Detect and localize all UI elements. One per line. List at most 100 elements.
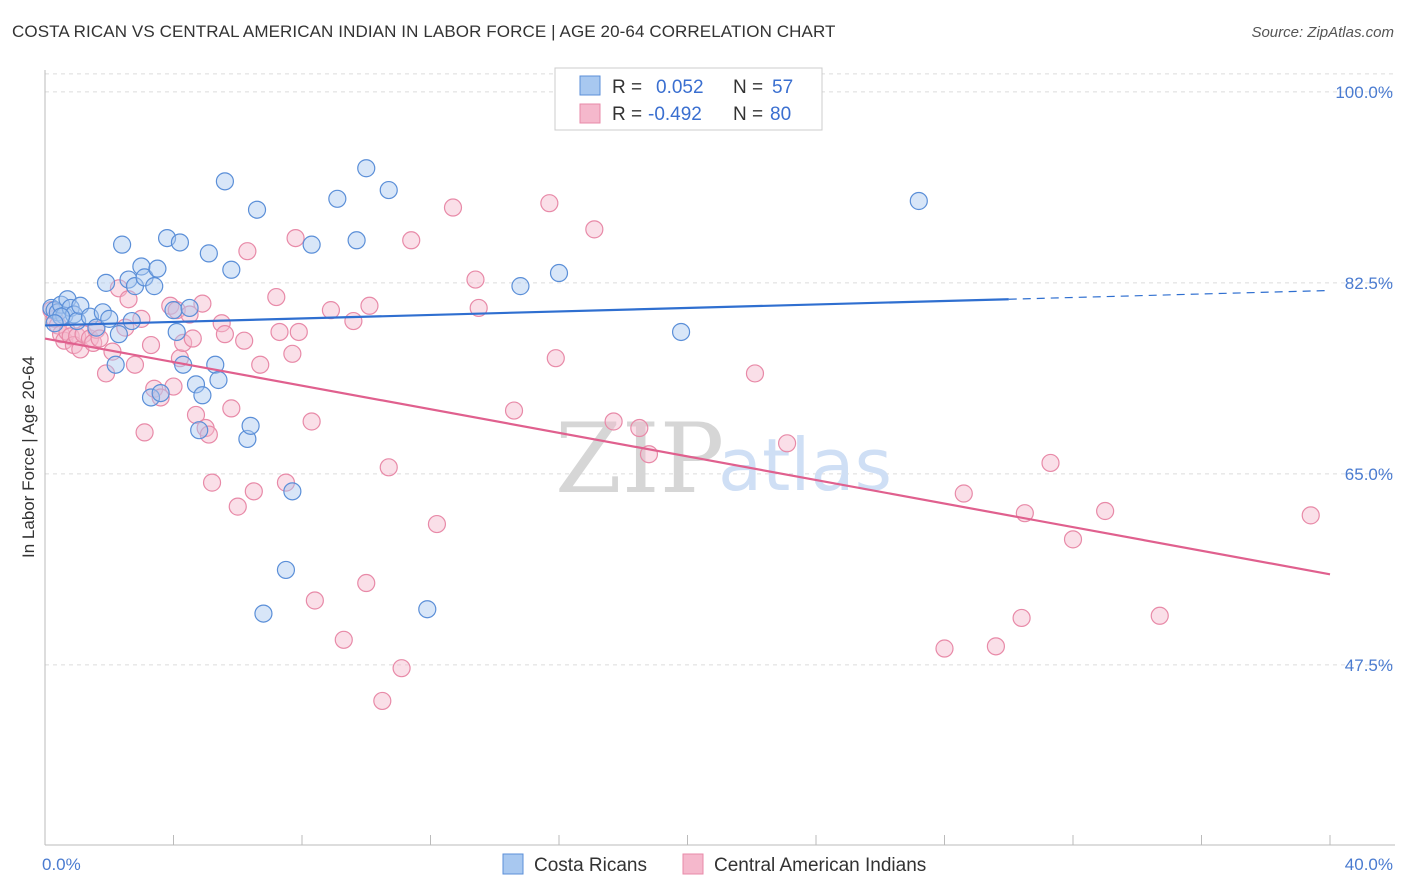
costa-ricans-point-56 bbox=[549, 263, 569, 283]
x-tick-labels: 0.0% 40.0% bbox=[42, 855, 1393, 874]
series-legend: Costa Ricans Central American Indians bbox=[502, 853, 926, 876]
costa-ricans-point-57 bbox=[671, 322, 691, 342]
costa-ricans-point-58 bbox=[909, 191, 928, 211]
central-american-indians-point-77 bbox=[954, 484, 973, 503]
central-american-indians-point-85 bbox=[1301, 506, 1320, 525]
central-american-indians-point-76 bbox=[935, 639, 954, 658]
central-american-indians-point-81 bbox=[1041, 453, 1060, 473]
costa-ricans-point-36 bbox=[190, 421, 209, 440]
central-american-indians-point-32 bbox=[183, 329, 202, 348]
y-tick-label-0: 47.5% bbox=[1345, 656, 1393, 675]
costa-ricans-point-15 bbox=[96, 273, 116, 292]
central-american-indians-point-45 bbox=[251, 355, 270, 374]
bottom-legend-swatch-central-american-indians bbox=[682, 853, 704, 875]
central-american-indians-point-64 bbox=[443, 198, 463, 217]
bottom-legend-costa-ricans: Costa Ricans bbox=[534, 855, 647, 876]
legend-n-value-2: 80 bbox=[770, 104, 791, 125]
x-tick-label-1: 40.0% bbox=[1345, 855, 1393, 874]
legend-n-value-1: 57 bbox=[772, 77, 793, 98]
central-american-indians-point-42 bbox=[235, 331, 254, 350]
costa-ricans-point-25 bbox=[141, 388, 161, 407]
central-american-indians-point-72 bbox=[630, 418, 649, 438]
costa-ricans-trend-line bbox=[44, 298, 1009, 327]
costa-ricans-point-35 bbox=[186, 375, 206, 394]
central-american-indians-point-78 bbox=[986, 637, 1006, 656]
central-american-indians-point-70 bbox=[585, 220, 604, 239]
legend-n-label-1: N = bbox=[733, 77, 763, 98]
central-american-indians-point-20 bbox=[125, 355, 145, 374]
central-american-indians-point-56 bbox=[344, 311, 363, 331]
central-american-indians-point-62 bbox=[402, 231, 421, 250]
costa-ricans-point-23 bbox=[132, 257, 151, 276]
costa-ricans-point-34 bbox=[180, 298, 199, 318]
x-tick-label-0: 0.0% bbox=[42, 855, 81, 874]
costa-ricans-point-52 bbox=[357, 159, 376, 178]
central-american-indians-point-80 bbox=[1012, 608, 1031, 628]
watermark-atlas: atlas bbox=[718, 423, 892, 507]
costa-ricans-point-14 bbox=[93, 303, 112, 322]
central-american-indians-point-54 bbox=[321, 301, 341, 320]
central-american-indians-point-23 bbox=[141, 335, 161, 355]
costa-ricans-point-53 bbox=[379, 180, 398, 200]
central-american-indians-point-46 bbox=[267, 287, 286, 307]
costa-ricans-point-18 bbox=[109, 325, 128, 344]
central-american-indians-point-63 bbox=[427, 514, 447, 534]
y-tick-labels: 47.5% 65.0% 82.5% 100.0% bbox=[1335, 83, 1393, 675]
costa-ricans-point-27 bbox=[148, 259, 167, 278]
costa-ricans-point-48 bbox=[283, 482, 302, 501]
central-american-indians-point-58 bbox=[360, 296, 379, 315]
y-tick-label-3: 100.0% bbox=[1335, 83, 1393, 102]
central-american-indians-point-30 bbox=[174, 333, 193, 352]
central-american-indians-point-51 bbox=[289, 322, 308, 342]
costa-ricans-point-54 bbox=[418, 600, 437, 619]
legend-n-label-2: N = bbox=[733, 104, 763, 125]
central-american-indians-point-68 bbox=[540, 194, 559, 213]
central-american-indians-point-50 bbox=[286, 228, 305, 248]
legend-r-label-1: R = bbox=[612, 77, 642, 98]
central-american-indians-point-71 bbox=[604, 412, 623, 431]
central-american-indians-point-55 bbox=[334, 630, 353, 649]
central-american-indians-point-74 bbox=[745, 364, 765, 383]
costa-ricans-point-28 bbox=[151, 383, 170, 403]
central-american-indians-trend-line bbox=[44, 337, 1331, 576]
central-american-indians-point-66 bbox=[469, 298, 488, 318]
trend-lines bbox=[44, 289, 1331, 576]
costa-ricans-point-11 bbox=[45, 314, 64, 333]
legend-r-value-1: 0.052 bbox=[656, 77, 704, 98]
central-american-indians-point-39 bbox=[215, 325, 234, 344]
central-american-indians-point-19 bbox=[119, 290, 138, 309]
costa-ricans-point-40 bbox=[209, 370, 228, 390]
central-american-indians-point-59 bbox=[373, 691, 392, 711]
source-credit: Source: ZipAtlas.com bbox=[1251, 24, 1394, 41]
central-american-indians-point-84 bbox=[1150, 606, 1169, 625]
central-american-indians-point-49 bbox=[283, 344, 302, 363]
central-american-indians-point-65 bbox=[466, 270, 485, 289]
y-tick-label-2: 82.5% bbox=[1345, 274, 1393, 293]
grid-lines bbox=[45, 73, 1395, 666]
costa-ricans-point-30 bbox=[164, 301, 183, 320]
central-american-indians-point-40 bbox=[222, 399, 241, 418]
central-american-indians-point-33 bbox=[186, 405, 206, 425]
central-american-indians-point-22 bbox=[135, 423, 154, 442]
central-american-indians-point-25 bbox=[151, 388, 170, 407]
central-american-indians-point-37 bbox=[202, 473, 222, 492]
axes bbox=[44, 70, 1395, 846]
legend-swatch-blue bbox=[579, 75, 601, 96]
costa-ricans-point-20 bbox=[119, 270, 138, 289]
stats-legend: R = 0.052 N = 57 R = -0.492 N = 80 bbox=[554, 67, 823, 131]
central-american-indians-point-75 bbox=[777, 434, 797, 453]
legend-swatch-pink bbox=[579, 103, 601, 124]
costa-ricans-point-47 bbox=[276, 560, 296, 580]
costa-ricans-point-19 bbox=[112, 235, 132, 254]
costa-ricans-point-32 bbox=[170, 233, 190, 252]
central-american-indians-point-83 bbox=[1096, 501, 1115, 521]
costa-ricans-point-37 bbox=[193, 386, 212, 405]
costa-ricans-point-26 bbox=[145, 277, 164, 296]
costa-ricans-point-46 bbox=[254, 604, 273, 623]
central-american-indians-point-52 bbox=[302, 412, 321, 431]
costa-ricans-points bbox=[42, 159, 928, 623]
bottom-legend-central-american-indians: Central American Indians bbox=[714, 855, 926, 876]
costa-ricans-point-42 bbox=[222, 260, 241, 279]
central-american-indians-point-60 bbox=[379, 458, 398, 477]
